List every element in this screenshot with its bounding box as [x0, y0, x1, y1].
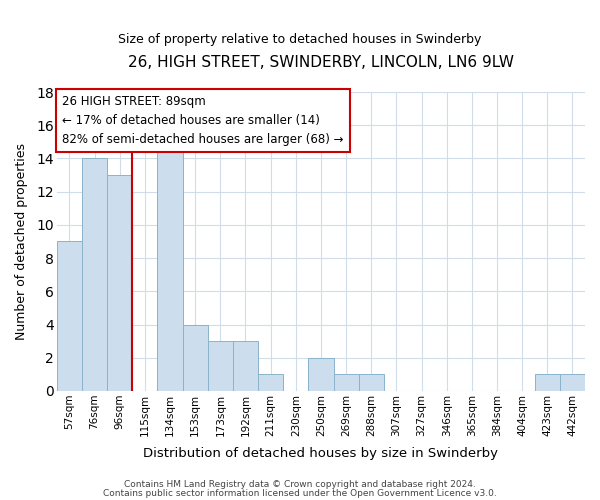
Bar — [182, 324, 208, 391]
Bar — [535, 374, 560, 391]
Text: 26 HIGH STREET: 89sqm
← 17% of detached houses are smaller (14)
82% of semi-deta: 26 HIGH STREET: 89sqm ← 17% of detached … — [62, 95, 344, 146]
Y-axis label: Number of detached properties: Number of detached properties — [15, 143, 28, 340]
Bar — [359, 374, 384, 391]
Bar — [208, 341, 233, 391]
Title: 26, HIGH STREET, SWINDERBY, LINCOLN, LN6 9LW: 26, HIGH STREET, SWINDERBY, LINCOLN, LN6… — [128, 55, 514, 70]
Bar — [258, 374, 283, 391]
Bar — [57, 242, 82, 391]
Bar — [560, 374, 585, 391]
Bar — [308, 358, 334, 391]
Bar — [233, 341, 258, 391]
Text: Contains HM Land Registry data © Crown copyright and database right 2024.: Contains HM Land Registry data © Crown c… — [124, 480, 476, 489]
Bar — [157, 142, 182, 391]
Text: Size of property relative to detached houses in Swinderby: Size of property relative to detached ho… — [118, 32, 482, 46]
Text: Contains public sector information licensed under the Open Government Licence v3: Contains public sector information licen… — [103, 488, 497, 498]
Bar — [107, 175, 133, 391]
X-axis label: Distribution of detached houses by size in Swinderby: Distribution of detached houses by size … — [143, 447, 499, 460]
Bar — [82, 158, 107, 391]
Bar — [334, 374, 359, 391]
